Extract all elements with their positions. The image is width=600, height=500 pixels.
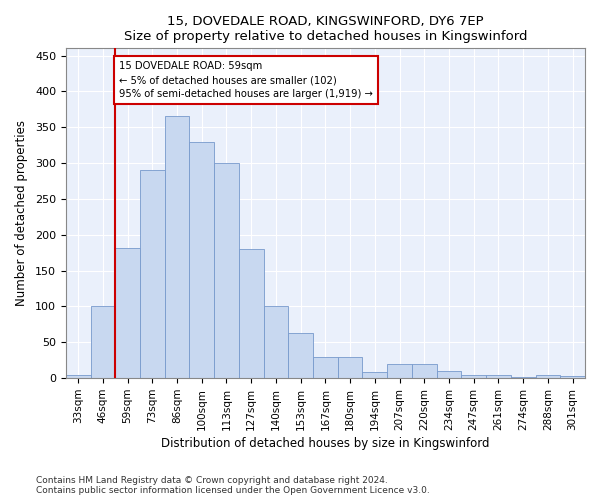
- Title: 15, DOVEDALE ROAD, KINGSWINFORD, DY6 7EP
Size of property relative to detached h: 15, DOVEDALE ROAD, KINGSWINFORD, DY6 7EP…: [124, 15, 527, 43]
- Bar: [91, 306, 115, 378]
- Bar: [66, 374, 91, 378]
- Bar: [190, 142, 214, 378]
- Bar: [461, 374, 486, 378]
- Bar: [412, 364, 437, 378]
- Bar: [164, 116, 190, 378]
- X-axis label: Distribution of detached houses by size in Kingswinford: Distribution of detached houses by size …: [161, 437, 490, 450]
- Bar: [263, 306, 289, 378]
- Bar: [214, 163, 239, 378]
- Bar: [239, 249, 263, 378]
- Bar: [140, 170, 164, 378]
- Bar: [387, 364, 412, 378]
- Bar: [362, 372, 387, 378]
- Text: 15 DOVEDALE ROAD: 59sqm
← 5% of detached houses are smaller (102)
95% of semi-de: 15 DOVEDALE ROAD: 59sqm ← 5% of detached…: [119, 61, 373, 99]
- Text: Contains HM Land Registry data © Crown copyright and database right 2024.
Contai: Contains HM Land Registry data © Crown c…: [36, 476, 430, 495]
- Bar: [511, 377, 536, 378]
- Y-axis label: Number of detached properties: Number of detached properties: [15, 120, 28, 306]
- Bar: [437, 371, 461, 378]
- Bar: [289, 333, 313, 378]
- Bar: [536, 374, 560, 378]
- Bar: [313, 356, 338, 378]
- Bar: [486, 374, 511, 378]
- Bar: [560, 376, 585, 378]
- Bar: [115, 248, 140, 378]
- Bar: [338, 356, 362, 378]
